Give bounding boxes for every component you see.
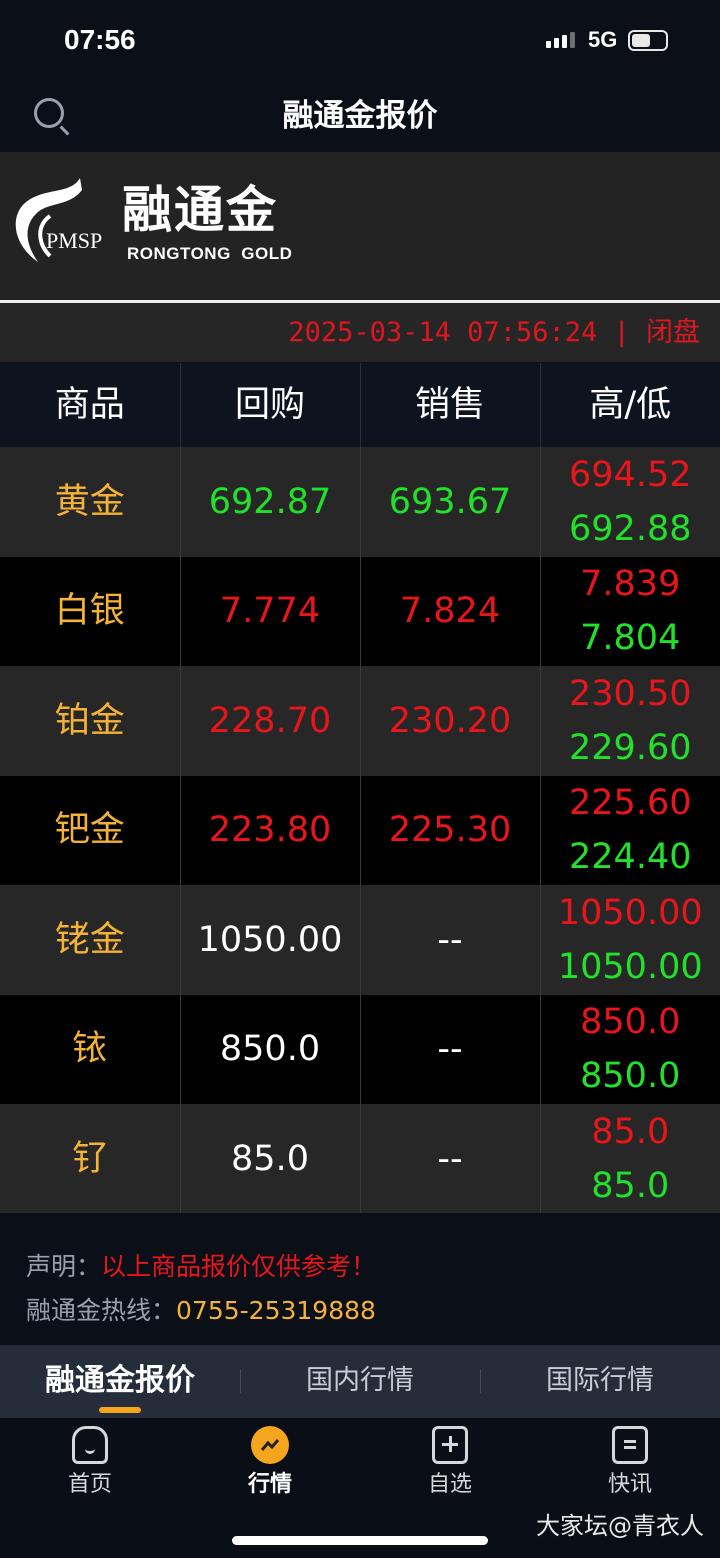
buyback-price: 7.774 (180, 556, 361, 666)
logo-name-cn: 融通金 (122, 181, 278, 239)
high-low-cell: 230.50 229.60 (540, 666, 720, 776)
sell-price: -- (360, 994, 541, 1104)
product-name: 铂金 (0, 666, 181, 776)
header-product: 商品 (0, 363, 181, 447)
header-buyback: 回购 (180, 363, 361, 447)
buyback-price: 228.70 (180, 666, 361, 776)
header: 融通金报价 (0, 80, 720, 152)
high-low-cell: 7.839 7.804 (540, 556, 720, 666)
low-price: 85.0 (591, 1165, 670, 1206)
status-bar: 07:56 5G (0, 0, 720, 80)
product-name: 铱 (0, 994, 181, 1104)
high-low-cell: 85.0 85.0 (540, 1104, 720, 1214)
brand-banner: PMSP 融通金 RONGTONG GOLD (0, 152, 720, 300)
hotline-label: 融通金热线： (26, 1296, 177, 1325)
header-sell: 销售 (360, 363, 541, 447)
product-name: 钯金 (0, 775, 181, 885)
high-low-cell: 694.52 692.88 (540, 447, 720, 557)
logo-mark: PMSP (46, 228, 103, 253)
logo-name-en: RONGTONG GOLD (127, 244, 293, 263)
timestamp-row: 2025-03-14 07:56:24 | 闭盘 (0, 303, 720, 363)
table-row[interactable]: 铱 850.0 -- 850.0 850.0 (0, 994, 720, 1104)
table-row[interactable]: 铑金 1050.00 -- 1050.00 1050.00 (0, 885, 720, 995)
low-price: 692.88 (569, 508, 692, 549)
dragon-logo-icon (15, 178, 82, 262)
table-row[interactable]: 钯金 223.80 225.30 225.60 224.40 (0, 775, 720, 885)
nav-watchlist-label: 自选 (427, 1472, 472, 1497)
table-row[interactable]: 铂金 228.70 230.20 230.50 229.60 (0, 666, 720, 776)
sell-price: 7.824 (360, 556, 541, 666)
trend-icon (251, 1426, 289, 1464)
nav-news-label: 快讯 (607, 1472, 652, 1497)
product-name: 白银 (0, 556, 181, 666)
high-price: 1050.00 (557, 892, 703, 933)
hotline: 融通金热线：0755-25319888 (26, 1295, 376, 1327)
high-price: 850.0 (580, 1002, 681, 1043)
nav-watchlist[interactable]: 自选 (360, 1418, 540, 1504)
low-price: 7.804 (580, 618, 681, 659)
clock: 07:56 (64, 24, 136, 55)
disclaimer: 声明：以上商品报价仅供参考！ (26, 1251, 376, 1283)
disclaimer-text: 以上商品报价仅供参考！ (101, 1252, 377, 1281)
disclaimer-label: 声明： (26, 1252, 102, 1281)
tab-international-market[interactable]: 国际行情 (480, 1345, 720, 1418)
buyback-price: 1050.00 (180, 885, 361, 995)
sell-price: 225.30 (360, 775, 541, 885)
sell-price: -- (360, 1104, 541, 1214)
home-indicator[interactable] (232, 1536, 488, 1545)
high-low-cell: 850.0 850.0 (540, 994, 720, 1104)
home-icon (72, 1426, 108, 1464)
buyback-price: 850.0 (180, 994, 361, 1104)
timestamp: 2025-03-14 07:56:24 | 闭盘 (288, 317, 700, 348)
tab-rongtong-quote[interactable]: 融通金报价 (0, 1345, 240, 1418)
price-table: 商品 回购 销售 高/低 黄金 692.87 693.67 694.52 692.… (0, 363, 720, 1214)
sell-price: 230.20 (360, 666, 541, 776)
news-icon (612, 1426, 648, 1464)
buyback-price: 223.80 (180, 775, 361, 885)
product-name: 铑金 (0, 885, 181, 995)
high-price: 230.50 (569, 673, 692, 714)
high-low-cell: 225.60 224.40 (540, 775, 720, 885)
buyback-price: 85.0 (180, 1104, 361, 1214)
hotline-number[interactable]: 0755-25319888 (176, 1296, 376, 1325)
nav-market[interactable]: 行情 (180, 1418, 360, 1504)
high-price: 7.839 (580, 564, 681, 605)
nav-home[interactable]: 首页 (0, 1418, 180, 1504)
low-price: 229.60 (569, 727, 692, 768)
header-high-low: 高/低 (540, 363, 720, 447)
page-title: 融通金报价 (282, 98, 438, 134)
low-price: 850.0 (580, 1056, 681, 1097)
footer: 声明：以上商品报价仅供参考！ 融通金热线：0755-25319888 (0, 1213, 720, 1345)
signal-icon (546, 32, 575, 48)
nav-market-label: 行情 (247, 1472, 292, 1497)
tab-domestic-market[interactable]: 国内行情 (240, 1345, 480, 1418)
table-row[interactable]: 钌 85.0 -- 85.0 85.0 (0, 1104, 720, 1214)
sell-price: -- (360, 885, 541, 995)
bottom-nav: 首页 行情 自选 快讯 (0, 1418, 720, 1558)
product-name: 黄金 (0, 447, 181, 557)
nav-news[interactable]: 快讯 (540, 1418, 720, 1504)
low-price: 1050.00 (557, 946, 703, 987)
high-low-cell: 1050.00 1050.00 (540, 885, 720, 995)
divider (0, 300, 720, 303)
nav-home-label: 首页 (67, 1472, 112, 1497)
high-price: 694.52 (569, 454, 692, 495)
high-price: 225.60 (569, 783, 692, 824)
high-price: 85.0 (591, 1111, 670, 1152)
low-price: 224.40 (569, 837, 692, 878)
network-type: 5G (588, 27, 618, 52)
watermark: 大家坛@青衣人 (536, 1512, 704, 1540)
buyback-price: 692.87 (180, 447, 361, 557)
quote-tabs: 融通金报价 国内行情 国际行情 (0, 1345, 720, 1418)
sell-price: 693.67 (360, 447, 541, 557)
battery-icon (628, 30, 668, 51)
table-row[interactable]: 白银 7.774 7.824 7.839 7.804 (0, 556, 720, 666)
search-icon[interactable] (34, 98, 64, 128)
table-row[interactable]: 黄金 692.87 693.67 694.52 692.88 (0, 447, 720, 557)
bookmark-add-icon (432, 1426, 468, 1464)
product-name: 钌 (0, 1104, 181, 1214)
